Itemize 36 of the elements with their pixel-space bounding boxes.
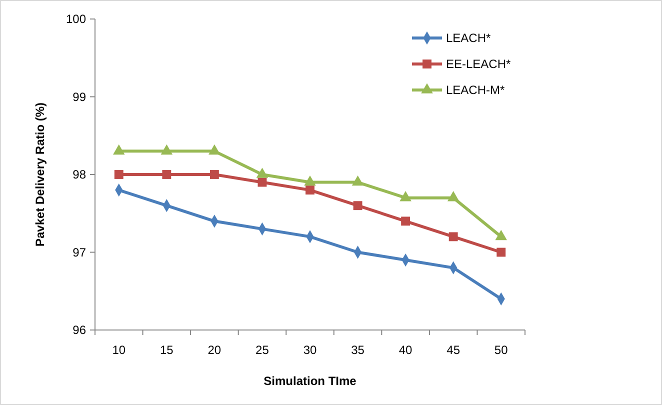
point: [162, 170, 172, 179]
x-tick-label: 30: [303, 343, 317, 357]
x-tick-label: 35: [351, 343, 365, 357]
y-axis-title: Pavket Delivery Ratio (%): [33, 102, 47, 247]
point: [401, 216, 410, 226]
y-tick-label: 96: [72, 323, 86, 338]
x-tick-label: 20: [208, 343, 222, 357]
point: [210, 170, 219, 179]
x-tick-label: 40: [398, 343, 413, 357]
point: [448, 232, 458, 242]
point: [160, 144, 173, 155]
x-axis-title: Simulation TIme: [264, 374, 357, 388]
y-tick-label: 99: [72, 90, 86, 104]
y-tick-label: 98: [72, 168, 86, 182]
x-tick-label: 50: [494, 343, 508, 357]
point: [258, 178, 267, 187]
x-tick-label: 45: [446, 343, 460, 357]
legend-label: LEACH*: [446, 31, 492, 46]
point: [306, 186, 314, 195]
point: [496, 248, 506, 257]
point: [208, 144, 220, 155]
y-tick-label: 97: [72, 245, 86, 260]
legend-label: EE-LEACH*: [446, 57, 512, 72]
point: [400, 191, 412, 202]
legend-label: LEACH-M*: [446, 83, 506, 98]
point: [447, 191, 460, 202]
x-tick-label: 25: [256, 343, 270, 357]
point: [352, 175, 364, 186]
x-tick-label: 15: [160, 343, 174, 357]
y-tick-label: 100: [66, 12, 86, 26]
x-tick-label: 10: [112, 343, 126, 357]
point: [304, 175, 316, 186]
point: [256, 168, 268, 178]
point: [114, 170, 124, 179]
point: [353, 201, 362, 210]
point: [113, 144, 125, 155]
